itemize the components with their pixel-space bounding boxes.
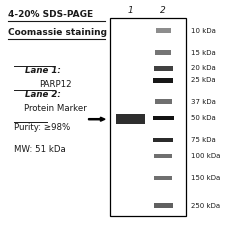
FancyArrow shape bbox=[88, 117, 105, 121]
Text: 75 kDa: 75 kDa bbox=[190, 137, 215, 143]
Text: 25 kDa: 25 kDa bbox=[190, 77, 215, 83]
Bar bbox=[110, 18, 185, 216]
Text: 20 kDa: 20 kDa bbox=[190, 65, 215, 71]
Text: 250 kDa: 250 kDa bbox=[190, 203, 219, 209]
Text: Lane 1:: Lane 1: bbox=[25, 66, 60, 75]
Text: Purity: ≥98%: Purity: ≥98% bbox=[14, 123, 70, 132]
Text: Protein Marker: Protein Marker bbox=[24, 104, 87, 113]
Point bbox=[12, 121, 15, 124]
Bar bbox=[152, 78, 173, 83]
Bar bbox=[153, 176, 172, 180]
Point bbox=[53, 65, 56, 68]
Text: Lane 2:: Lane 2: bbox=[25, 90, 60, 99]
Point bbox=[6, 20, 9, 23]
Point bbox=[12, 89, 15, 92]
Bar bbox=[152, 116, 173, 120]
Point bbox=[45, 121, 48, 124]
Text: Coomassie staining: Coomassie staining bbox=[8, 28, 106, 37]
Bar bbox=[153, 203, 172, 208]
Bar bbox=[152, 138, 173, 142]
Text: MW: 51 kDa: MW: 51 kDa bbox=[14, 145, 66, 154]
Point bbox=[103, 38, 106, 41]
Text: 50 kDa: 50 kDa bbox=[190, 115, 215, 121]
Bar bbox=[153, 66, 172, 70]
Bar bbox=[155, 28, 170, 33]
Text: PARP12: PARP12 bbox=[39, 80, 72, 89]
Bar bbox=[153, 154, 172, 158]
Text: 150 kDa: 150 kDa bbox=[190, 175, 219, 181]
Text: 100 kDa: 100 kDa bbox=[190, 153, 219, 159]
Point bbox=[53, 89, 56, 92]
Text: 10 kDa: 10 kDa bbox=[190, 27, 215, 34]
Text: 2: 2 bbox=[160, 6, 165, 15]
Bar bbox=[116, 115, 144, 124]
Text: 1: 1 bbox=[127, 6, 133, 15]
Point bbox=[6, 38, 9, 41]
Bar bbox=[154, 50, 171, 55]
Point bbox=[103, 20, 106, 23]
Text: 15 kDa: 15 kDa bbox=[190, 50, 215, 56]
Point bbox=[12, 65, 15, 68]
Bar bbox=[154, 99, 171, 104]
Text: 4-20% SDS-PAGE: 4-20% SDS-PAGE bbox=[8, 10, 92, 19]
Bar bbox=[152, 116, 173, 120]
Text: 37 kDa: 37 kDa bbox=[190, 99, 215, 105]
